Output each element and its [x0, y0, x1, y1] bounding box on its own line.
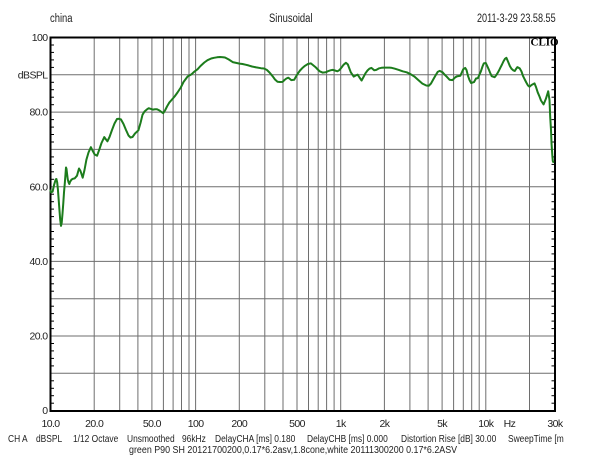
svg-text:100: 100	[32, 32, 48, 44]
svg-text:CLIO: CLIO	[531, 37, 560, 49]
svg-text:20.0: 20.0	[85, 418, 104, 430]
svg-text:20.0: 20.0	[29, 331, 48, 343]
svg-text:50.0: 50.0	[143, 418, 162, 430]
svg-text:2k: 2k	[379, 418, 390, 430]
svg-text:100: 100	[188, 418, 204, 430]
svg-text:500: 500	[289, 418, 305, 430]
svg-text:80.0: 80.0	[29, 107, 48, 119]
svg-text:1k: 1k	[336, 418, 347, 430]
svg-text:40.0: 40.0	[29, 256, 48, 268]
svg-text:0: 0	[42, 405, 48, 417]
svg-text:200: 200	[231, 418, 247, 430]
svg-text:30k: 30k	[547, 418, 563, 430]
svg-text:60.0: 60.0	[29, 181, 48, 193]
svg-text:10.0: 10.0	[41, 418, 60, 430]
svg-text:10k: 10k	[478, 418, 494, 430]
svg-text:Hz: Hz	[504, 418, 516, 430]
svg-text:5k: 5k	[437, 418, 448, 430]
svg-text:dBSPL: dBSPL	[18, 70, 48, 82]
